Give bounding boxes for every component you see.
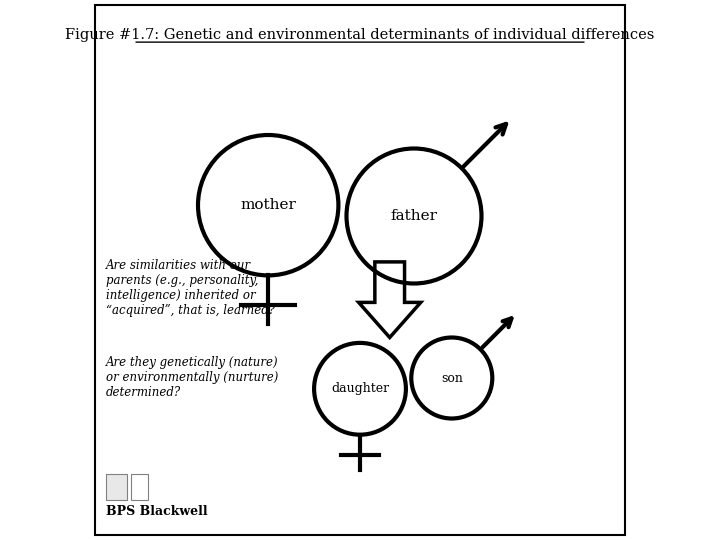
Text: BPS Blackwell: BPS Blackwell	[107, 505, 208, 518]
Text: Figure #1.7: Genetic and environmental determinants of individual differences: Figure #1.7: Genetic and environmental d…	[66, 28, 654, 42]
Text: Are similarities with our
parents (e.g., personality,
intelligence) inherited or: Are similarities with our parents (e.g.,…	[107, 259, 275, 317]
Text: father: father	[390, 209, 438, 223]
FancyBboxPatch shape	[95, 5, 625, 535]
Bar	[130, 474, 148, 500]
Text: mother: mother	[240, 198, 296, 212]
Text: daughter: daughter	[331, 382, 389, 395]
Text: son: son	[441, 372, 463, 384]
Bar	[107, 474, 127, 500]
Text: Are they genetically (nature)
or environmentally (nurture)
determined?: Are they genetically (nature) or environ…	[107, 356, 279, 400]
